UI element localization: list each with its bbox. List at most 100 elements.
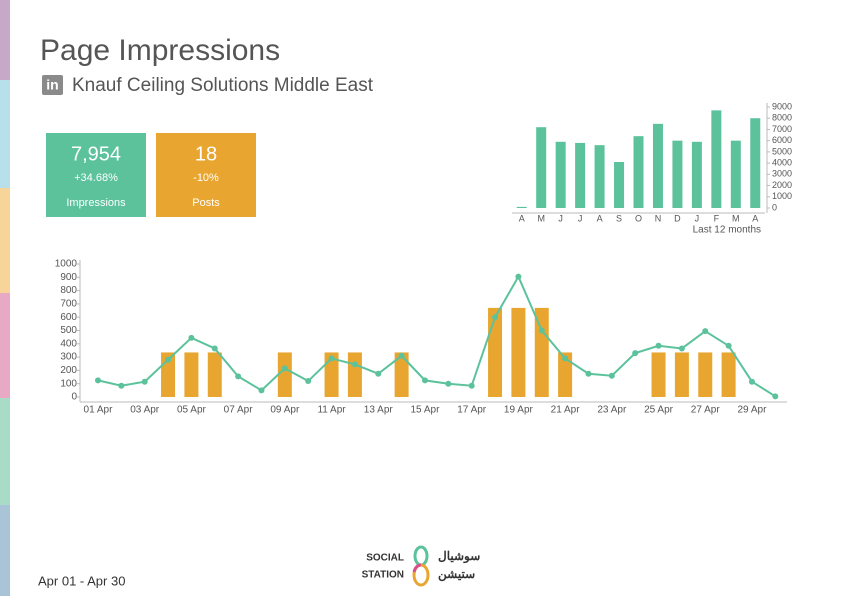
daily-chart: 0 100 200 300 400 500 600 700 800 900 1000 01 Apr 03… <box>55 259 787 416</box>
kpi-label: Posts <box>192 197 220 209</box>
kpi-change: +34.68% <box>74 172 118 184</box>
line-point <box>608 372 615 379</box>
kpi-cards: 7,954 +34.68% Impressions 18 -10% Posts <box>46 133 256 217</box>
y-tick-label: 3000 <box>772 169 792 179</box>
bar <box>711 110 722 208</box>
y-tick-label: 600 <box>60 312 77 323</box>
bar <box>277 352 292 397</box>
line-point <box>281 365 288 372</box>
y-tick-label: 500 <box>60 325 77 336</box>
linkedin-icon <box>42 75 63 95</box>
kpi-card <box>156 133 256 217</box>
x-tick-label: J <box>578 213 583 223</box>
line-point <box>748 378 755 385</box>
x-tick-label: A <box>752 213 758 223</box>
y-tick-label: 1000 <box>55 259 78 270</box>
y-tick-label: 8000 <box>772 113 792 123</box>
bar <box>534 307 549 397</box>
x-tick-label: 07 Apr <box>224 405 254 416</box>
line-point <box>515 273 522 280</box>
bar <box>511 307 526 397</box>
y-tick-label: 900 <box>60 272 77 283</box>
line-point <box>585 370 592 377</box>
y-tick-label: 9000 <box>772 101 792 111</box>
line-point <box>678 345 685 352</box>
bar <box>691 141 702 208</box>
line-point <box>118 382 125 389</box>
line-point <box>258 387 265 394</box>
y-tick-label: 0 <box>772 202 777 212</box>
line-point <box>492 314 499 321</box>
logo-text: ستيشن <box>438 567 475 582</box>
y-tick-label: 200 <box>60 365 77 376</box>
y-tick-label: 1000 <box>772 191 792 201</box>
y-tick-label: 4000 <box>772 157 792 167</box>
x-tick-label: O <box>635 213 642 223</box>
x-tick-label: 21 Apr <box>551 405 581 416</box>
bar <box>347 352 362 397</box>
line-point <box>445 380 452 387</box>
bar <box>394 352 409 397</box>
line-point <box>562 355 569 362</box>
line-point <box>725 342 732 349</box>
bar <box>730 140 741 208</box>
y-tick-label: 300 <box>60 352 77 363</box>
x-tick-label: 17 Apr <box>457 405 487 416</box>
y-tick-label: 800 <box>60 285 77 296</box>
x-tick-label: N <box>655 213 662 223</box>
line-point <box>632 350 639 357</box>
y-tick-label: 7000 <box>772 124 792 134</box>
bar <box>184 352 199 397</box>
line-point <box>328 355 335 362</box>
x-tick-label: 11 Apr <box>317 405 346 416</box>
x-tick-label: A <box>519 213 525 223</box>
x-tick-label: 03 Apr <box>130 405 160 416</box>
bar <box>652 123 663 208</box>
kpi-card <box>46 133 146 217</box>
x-tick-label: 25 Apr <box>644 405 674 416</box>
bar <box>633 136 644 208</box>
x-tick-label: J <box>695 213 700 223</box>
line-point <box>94 377 101 384</box>
line-point <box>375 370 382 377</box>
linkedin-icon-label: in <box>46 77 58 93</box>
y-tick-label: 100 <box>60 378 77 389</box>
y-tick-label: 400 <box>60 338 77 349</box>
x-tick-label: 27 Apr <box>691 405 721 416</box>
x-tick-label: 05 Apr <box>177 405 207 416</box>
x-tick-label: A <box>597 213 603 223</box>
y-tick-label: 0 <box>71 392 77 403</box>
kpi-label: Impressions <box>66 197 126 209</box>
bar <box>651 352 666 397</box>
x-tick-label: 29 Apr <box>738 405 768 416</box>
date-range: Apr 01 - Apr 30 <box>38 573 125 588</box>
line <box>97 274 776 398</box>
kpi-change: -10% <box>193 172 219 184</box>
line-point <box>305 378 312 385</box>
bar <box>594 145 605 208</box>
logo-text: SOCIAL <box>366 553 404 564</box>
page-title: Page Impressions <box>40 34 280 67</box>
line-point <box>702 328 709 335</box>
bar <box>324 352 339 397</box>
line-point <box>188 334 195 341</box>
line-point <box>421 377 428 384</box>
side-strip <box>0 0 10 596</box>
y-tick-label: 6000 <box>772 135 792 145</box>
x-tick-label: 09 Apr <box>270 405 300 416</box>
bar <box>674 352 689 397</box>
x-tick-label: 13 Apr <box>364 405 394 416</box>
logo-text: سوشيال <box>438 549 480 564</box>
line-point <box>772 393 779 400</box>
line-point <box>165 356 172 363</box>
line-point <box>351 361 358 368</box>
line-point <box>655 342 662 349</box>
bar <box>614 161 625 208</box>
x-tick-label: 23 Apr <box>597 405 627 416</box>
bar <box>536 127 547 208</box>
bar <box>558 352 573 397</box>
bar <box>555 141 566 208</box>
x-tick-label: S <box>616 213 622 223</box>
